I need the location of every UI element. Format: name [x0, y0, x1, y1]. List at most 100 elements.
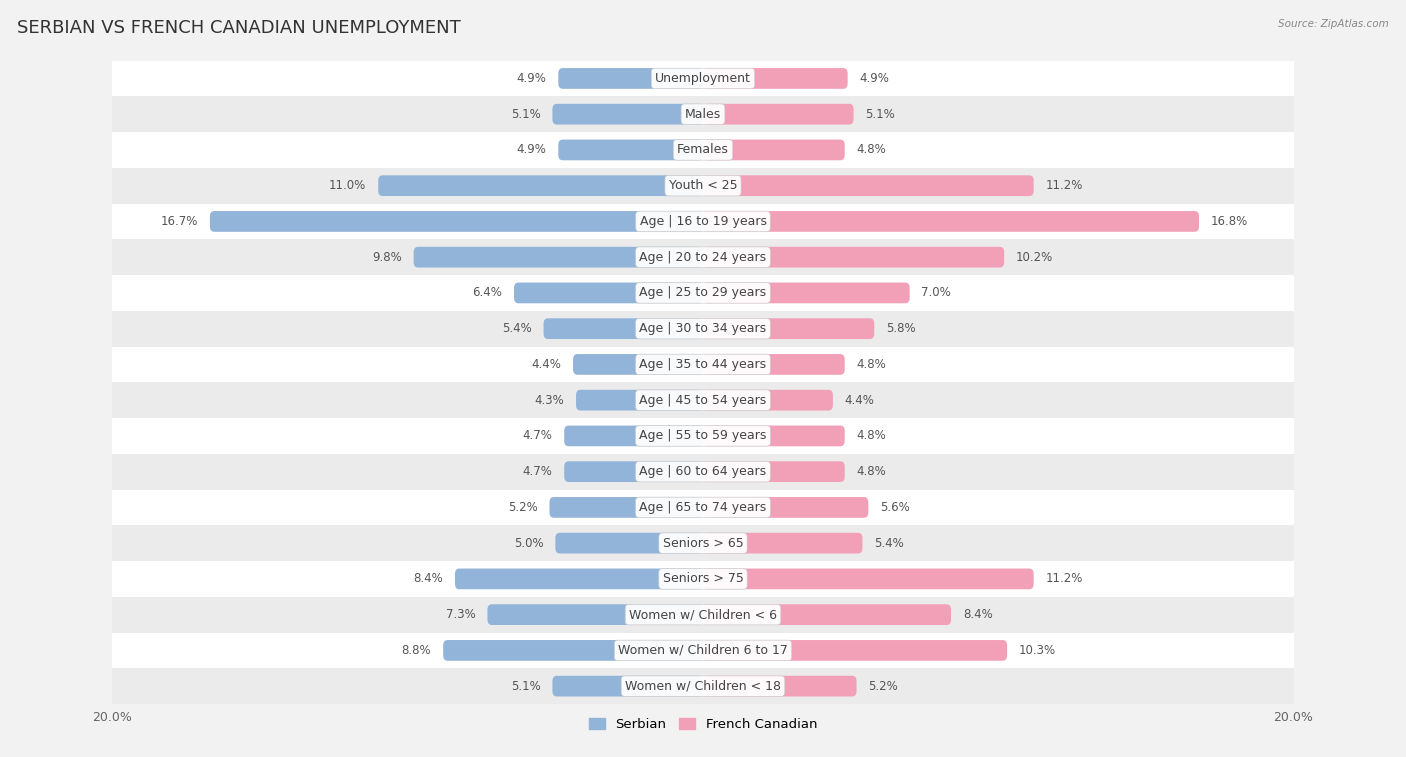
Text: 8.4%: 8.4% — [963, 608, 993, 621]
Bar — [112, 204, 1294, 239]
Text: 4.8%: 4.8% — [856, 143, 886, 157]
FancyBboxPatch shape — [703, 533, 862, 553]
FancyBboxPatch shape — [564, 425, 703, 447]
FancyBboxPatch shape — [558, 139, 703, 160]
Text: 5.1%: 5.1% — [510, 107, 540, 120]
FancyBboxPatch shape — [703, 282, 910, 304]
Text: 4.8%: 4.8% — [856, 429, 886, 442]
FancyBboxPatch shape — [703, 425, 845, 447]
Text: Age | 30 to 34 years: Age | 30 to 34 years — [640, 322, 766, 335]
FancyBboxPatch shape — [703, 640, 1007, 661]
Text: 5.8%: 5.8% — [886, 322, 915, 335]
FancyBboxPatch shape — [576, 390, 703, 410]
FancyBboxPatch shape — [553, 104, 703, 125]
Text: SERBIAN VS FRENCH CANADIAN UNEMPLOYMENT: SERBIAN VS FRENCH CANADIAN UNEMPLOYMENT — [17, 19, 461, 37]
Text: 4.4%: 4.4% — [531, 358, 561, 371]
FancyBboxPatch shape — [703, 211, 1199, 232]
Bar — [112, 382, 1294, 418]
Text: 11.0%: 11.0% — [329, 179, 367, 192]
Text: Females: Females — [678, 143, 728, 157]
Bar — [112, 275, 1294, 311]
FancyBboxPatch shape — [378, 176, 703, 196]
FancyBboxPatch shape — [574, 354, 703, 375]
Text: Women w/ Children < 6: Women w/ Children < 6 — [628, 608, 778, 621]
Bar — [112, 132, 1294, 168]
FancyBboxPatch shape — [553, 676, 703, 696]
Text: 8.4%: 8.4% — [413, 572, 443, 585]
FancyBboxPatch shape — [703, 247, 1004, 267]
Bar — [112, 418, 1294, 453]
Bar — [112, 168, 1294, 204]
Text: 4.3%: 4.3% — [534, 394, 564, 407]
FancyBboxPatch shape — [488, 604, 703, 625]
FancyBboxPatch shape — [564, 461, 703, 482]
Text: Women w/ Children 6 to 17: Women w/ Children 6 to 17 — [619, 644, 787, 657]
Text: Males: Males — [685, 107, 721, 120]
Bar — [112, 561, 1294, 597]
FancyBboxPatch shape — [703, 139, 845, 160]
Text: Age | 25 to 29 years: Age | 25 to 29 years — [640, 286, 766, 300]
Text: 16.8%: 16.8% — [1211, 215, 1249, 228]
FancyBboxPatch shape — [544, 318, 703, 339]
FancyBboxPatch shape — [443, 640, 703, 661]
Bar — [112, 96, 1294, 132]
Text: Age | 20 to 24 years: Age | 20 to 24 years — [640, 251, 766, 263]
FancyBboxPatch shape — [703, 461, 845, 482]
FancyBboxPatch shape — [558, 68, 703, 89]
Text: 5.2%: 5.2% — [508, 501, 537, 514]
Text: Age | 35 to 44 years: Age | 35 to 44 years — [640, 358, 766, 371]
FancyBboxPatch shape — [515, 282, 703, 304]
Text: Age | 16 to 19 years: Age | 16 to 19 years — [640, 215, 766, 228]
Text: Seniors > 75: Seniors > 75 — [662, 572, 744, 585]
Text: 5.1%: 5.1% — [510, 680, 540, 693]
Text: 5.1%: 5.1% — [866, 107, 896, 120]
Text: Age | 55 to 59 years: Age | 55 to 59 years — [640, 429, 766, 442]
Text: 10.2%: 10.2% — [1017, 251, 1053, 263]
FancyBboxPatch shape — [703, 390, 832, 410]
Text: 4.9%: 4.9% — [516, 72, 547, 85]
Text: Women w/ Children < 18: Women w/ Children < 18 — [626, 680, 780, 693]
Text: 11.2%: 11.2% — [1046, 572, 1083, 585]
Legend: Serbian, French Canadian: Serbian, French Canadian — [583, 712, 823, 736]
Bar — [112, 453, 1294, 490]
Text: 5.2%: 5.2% — [869, 680, 898, 693]
Bar — [112, 525, 1294, 561]
Text: 5.4%: 5.4% — [502, 322, 531, 335]
Text: 8.8%: 8.8% — [402, 644, 432, 657]
Bar — [112, 61, 1294, 96]
Text: 9.8%: 9.8% — [373, 251, 402, 263]
FancyBboxPatch shape — [703, 569, 1033, 589]
Text: 4.8%: 4.8% — [856, 358, 886, 371]
Text: 4.8%: 4.8% — [856, 465, 886, 478]
Bar — [112, 597, 1294, 633]
Bar — [112, 347, 1294, 382]
Text: 5.0%: 5.0% — [515, 537, 544, 550]
Text: 11.2%: 11.2% — [1046, 179, 1083, 192]
Bar — [112, 490, 1294, 525]
Text: 6.4%: 6.4% — [472, 286, 502, 300]
Text: Source: ZipAtlas.com: Source: ZipAtlas.com — [1278, 19, 1389, 29]
Text: Youth < 25: Youth < 25 — [669, 179, 737, 192]
Bar — [112, 239, 1294, 275]
Text: 10.3%: 10.3% — [1019, 644, 1056, 657]
FancyBboxPatch shape — [703, 354, 845, 375]
Text: Seniors > 65: Seniors > 65 — [662, 537, 744, 550]
Bar — [112, 668, 1294, 704]
FancyBboxPatch shape — [703, 497, 869, 518]
Text: 4.4%: 4.4% — [845, 394, 875, 407]
Text: 4.7%: 4.7% — [523, 429, 553, 442]
FancyBboxPatch shape — [413, 247, 703, 267]
Text: 7.0%: 7.0% — [921, 286, 952, 300]
FancyBboxPatch shape — [209, 211, 703, 232]
Text: 5.6%: 5.6% — [880, 501, 910, 514]
Text: 5.4%: 5.4% — [875, 537, 904, 550]
Bar — [112, 311, 1294, 347]
FancyBboxPatch shape — [703, 176, 1033, 196]
Text: Age | 45 to 54 years: Age | 45 to 54 years — [640, 394, 766, 407]
Text: Age | 65 to 74 years: Age | 65 to 74 years — [640, 501, 766, 514]
Text: 4.9%: 4.9% — [859, 72, 890, 85]
FancyBboxPatch shape — [703, 104, 853, 125]
Text: Unemployment: Unemployment — [655, 72, 751, 85]
FancyBboxPatch shape — [703, 68, 848, 89]
FancyBboxPatch shape — [703, 676, 856, 696]
